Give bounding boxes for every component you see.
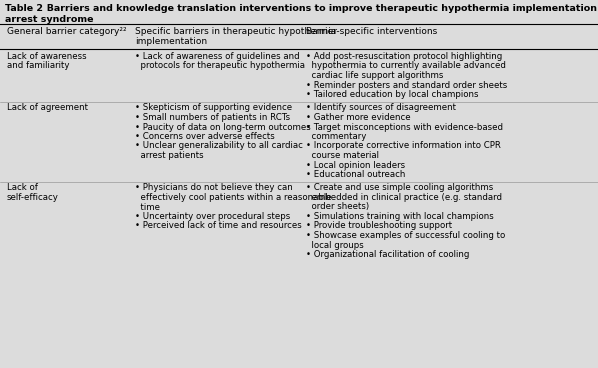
Text: arrest syndrome: arrest syndrome <box>5 15 93 24</box>
Text: embedded in clinical practice (e.g. standard: embedded in clinical practice (e.g. stan… <box>306 193 502 202</box>
Text: • Lack of awareness of guidelines and: • Lack of awareness of guidelines and <box>135 52 300 61</box>
Text: • Incorporate corrective information into CPR: • Incorporate corrective information int… <box>306 142 501 151</box>
Text: • Tailored education by local champions: • Tailored education by local champions <box>306 90 478 99</box>
Text: • Reminder posters and standard order sheets: • Reminder posters and standard order sh… <box>306 81 507 89</box>
Text: and familiarity: and familiarity <box>7 61 69 71</box>
Text: • Identify sources of disagreement: • Identify sources of disagreement <box>306 103 456 113</box>
Text: • Simulations training with local champions: • Simulations training with local champi… <box>306 212 493 221</box>
Text: Specific barriers in therapeutic hypothermia: Specific barriers in therapeutic hypothe… <box>135 27 336 36</box>
Text: • Physicians do not believe they can: • Physicians do not believe they can <box>135 184 292 192</box>
Text: • Perceived lack of time and resources: • Perceived lack of time and resources <box>135 222 301 230</box>
Text: time: time <box>135 202 160 212</box>
Text: • Unclear generalizability to all cardiac: • Unclear generalizability to all cardia… <box>135 142 303 151</box>
Text: order sheets): order sheets) <box>306 202 369 212</box>
Text: course material: course material <box>306 151 379 160</box>
Text: • Add post-resuscitation protocol highlighting: • Add post-resuscitation protocol highli… <box>306 52 502 61</box>
Text: • Local opinion leaders: • Local opinion leaders <box>306 160 405 170</box>
Text: • Target misconceptions with evidence-based: • Target misconceptions with evidence-ba… <box>306 123 503 131</box>
Text: Barriers and knowledge translation interventions to improve therapeutic hypother: Barriers and knowledge translation inter… <box>37 4 598 13</box>
Text: effectively cool patients within a reasonable: effectively cool patients within a reaso… <box>135 193 331 202</box>
Text: • Showcase examples of successful cooling to: • Showcase examples of successful coolin… <box>306 231 505 240</box>
Text: Lack of agreement: Lack of agreement <box>7 103 88 113</box>
Text: implementation: implementation <box>135 36 207 46</box>
Text: self-efficacy: self-efficacy <box>7 193 59 202</box>
Text: Table 2: Table 2 <box>5 4 43 13</box>
Text: • Skepticism of supporting evidence: • Skepticism of supporting evidence <box>135 103 292 113</box>
Text: arrest patients: arrest patients <box>135 151 203 160</box>
Text: • Small numbers of patients in RCTs: • Small numbers of patients in RCTs <box>135 113 290 122</box>
Text: • Paucity of data on long-term outcomes: • Paucity of data on long-term outcomes <box>135 123 310 131</box>
Text: • Create and use simple cooling algorithms: • Create and use simple cooling algorith… <box>306 184 493 192</box>
Text: • Organizational facilitation of cooling: • Organizational facilitation of cooling <box>306 250 469 259</box>
Text: hypothermia to currently available advanced: hypothermia to currently available advan… <box>306 61 506 71</box>
Text: • Provide troubleshooting support: • Provide troubleshooting support <box>306 222 452 230</box>
Text: protocols for therapeutic hypothermia: protocols for therapeutic hypothermia <box>135 61 305 71</box>
Text: Lack of awareness: Lack of awareness <box>7 52 86 61</box>
Text: commentary: commentary <box>306 132 366 141</box>
Text: Lack of: Lack of <box>7 184 38 192</box>
Text: local groups: local groups <box>306 241 364 250</box>
Text: • Gather more evidence: • Gather more evidence <box>306 113 410 122</box>
Text: • Educational outreach: • Educational outreach <box>306 170 405 179</box>
Text: • Concerns over adverse effects: • Concerns over adverse effects <box>135 132 274 141</box>
Text: Barrier-specific interventions: Barrier-specific interventions <box>306 27 437 36</box>
Text: • Uncertainty over procedural steps: • Uncertainty over procedural steps <box>135 212 290 221</box>
Text: General barrier category²²: General barrier category²² <box>7 27 126 36</box>
Text: cardiac life support algorithms: cardiac life support algorithms <box>306 71 443 80</box>
